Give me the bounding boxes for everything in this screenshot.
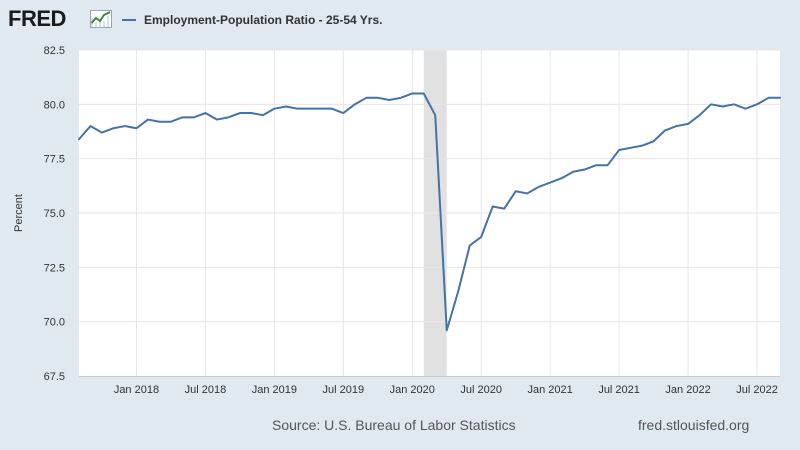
x-tick-label: Jul 2022: [736, 384, 778, 396]
chart-legend[interactable]: Employment-Population Ratio - 25-54 Yrs.: [122, 11, 383, 29]
x-tick-label: Jan 2019: [252, 384, 297, 396]
y-tick-label: 72.5: [44, 262, 65, 274]
x-tick-label: Jul 2018: [185, 384, 227, 396]
y-tick-label: 70.0: [44, 317, 65, 329]
x-tick-label: Jul 2020: [460, 384, 502, 396]
x-tick-label: Jan 2020: [390, 384, 435, 396]
fred-logo[interactable]: FRED: [8, 6, 66, 31]
x-tick-label: Jul 2019: [323, 384, 365, 396]
series-line-0[interactable]: [78, 92, 781, 332]
x-tick-label: Jan 2018: [114, 384, 159, 396]
y-axis-title: Percent: [13, 194, 25, 232]
x-tick-label: Jul 2021: [598, 384, 640, 396]
chart-header: FRED Employment-Population Ratio - 25-54…: [0, 0, 800, 40]
x-axis: Jan 2018 Jul 2018 Jan 2019 Jul 2019 Jan 2020…: [79, 376, 780, 396]
line-graph-icon: [90, 10, 112, 28]
source-text: Source: U.S. Bureau of Labor Statistics: [272, 417, 516, 433]
fred-url-link[interactable]: fred.stlouisfed.org: [638, 417, 750, 433]
series-layer: [78, 92, 781, 332]
y-tick-label: 77.5: [44, 154, 65, 166]
x-tick-label: Jan 2021: [528, 384, 573, 396]
x-tick-label: Jan 2022: [665, 384, 710, 396]
y-axis: 67.5 70.0 72.5 75.0 77.5 80.0 82.5: [44, 45, 65, 383]
y-tick-label: 67.5: [44, 371, 65, 383]
legend-series-label: Employment-Population Ratio - 25-54 Yrs.: [144, 13, 383, 27]
y-tick-label: 82.5: [44, 45, 65, 57]
y-tick-label: 80.0: [44, 99, 65, 111]
legend-swatch: [122, 19, 136, 21]
y-tick-label: 75.0: [44, 208, 65, 220]
